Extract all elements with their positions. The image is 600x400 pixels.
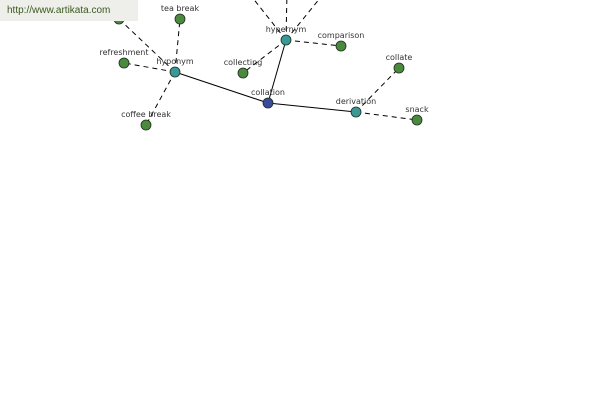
node-coffee-break[interactable] <box>140 119 152 131</box>
node-label-tea-break[interactable]: tea break <box>161 4 200 13</box>
edge-hypernym-off_3 <box>285 0 320 41</box>
node-label-coffee-break[interactable]: coffee break <box>121 110 171 119</box>
edge-hyponym-coffee_break <box>145 71 176 126</box>
edge-hypernym-comparison <box>285 39 342 47</box>
node-collation[interactable] <box>262 97 274 109</box>
node-label-hypernym[interactable]: hypernym <box>266 25 307 34</box>
node-label-refreshment[interactable]: refreshment <box>99 48 148 57</box>
node-label-collecting[interactable]: collecting <box>224 58 263 67</box>
edge-hypernym-collecting <box>242 39 287 74</box>
node-comparison[interactable] <box>335 40 347 52</box>
edge-derivation-collate <box>355 67 400 113</box>
node-label-collation[interactable]: collation <box>251 88 285 97</box>
node-collate[interactable] <box>393 62 405 74</box>
node-snack[interactable] <box>411 114 423 126</box>
node-label-comparison[interactable]: comparison <box>318 31 365 40</box>
edge-collation-hyponym <box>174 71 269 104</box>
node-hyponym[interactable] <box>169 66 181 78</box>
node-label-snack[interactable]: snack <box>405 105 429 114</box>
node-label-collate[interactable]: collate <box>386 53 413 62</box>
node-collecting[interactable] <box>237 67 249 79</box>
edge-hyponym-hidden_word <box>118 18 176 73</box>
edge-hypernym-off_1 <box>253 0 287 41</box>
node-label-hyponym[interactable]: hyponym <box>156 57 194 66</box>
edge-derivation-snack <box>355 111 418 121</box>
edge-collation-hypernym <box>267 39 287 104</box>
edge-collation-derivation <box>267 102 357 113</box>
node-refreshment[interactable] <box>118 57 130 69</box>
node-label-derivation[interactable]: derivation <box>336 97 376 106</box>
node-tea-break[interactable] <box>174 13 186 25</box>
node-hypernym[interactable] <box>280 34 292 46</box>
edge-hypernym-off_2 <box>285 0 288 41</box>
node-derivation[interactable] <box>350 106 362 118</box>
site-url-banner[interactable]: http://www.artikata.com <box>0 0 138 21</box>
